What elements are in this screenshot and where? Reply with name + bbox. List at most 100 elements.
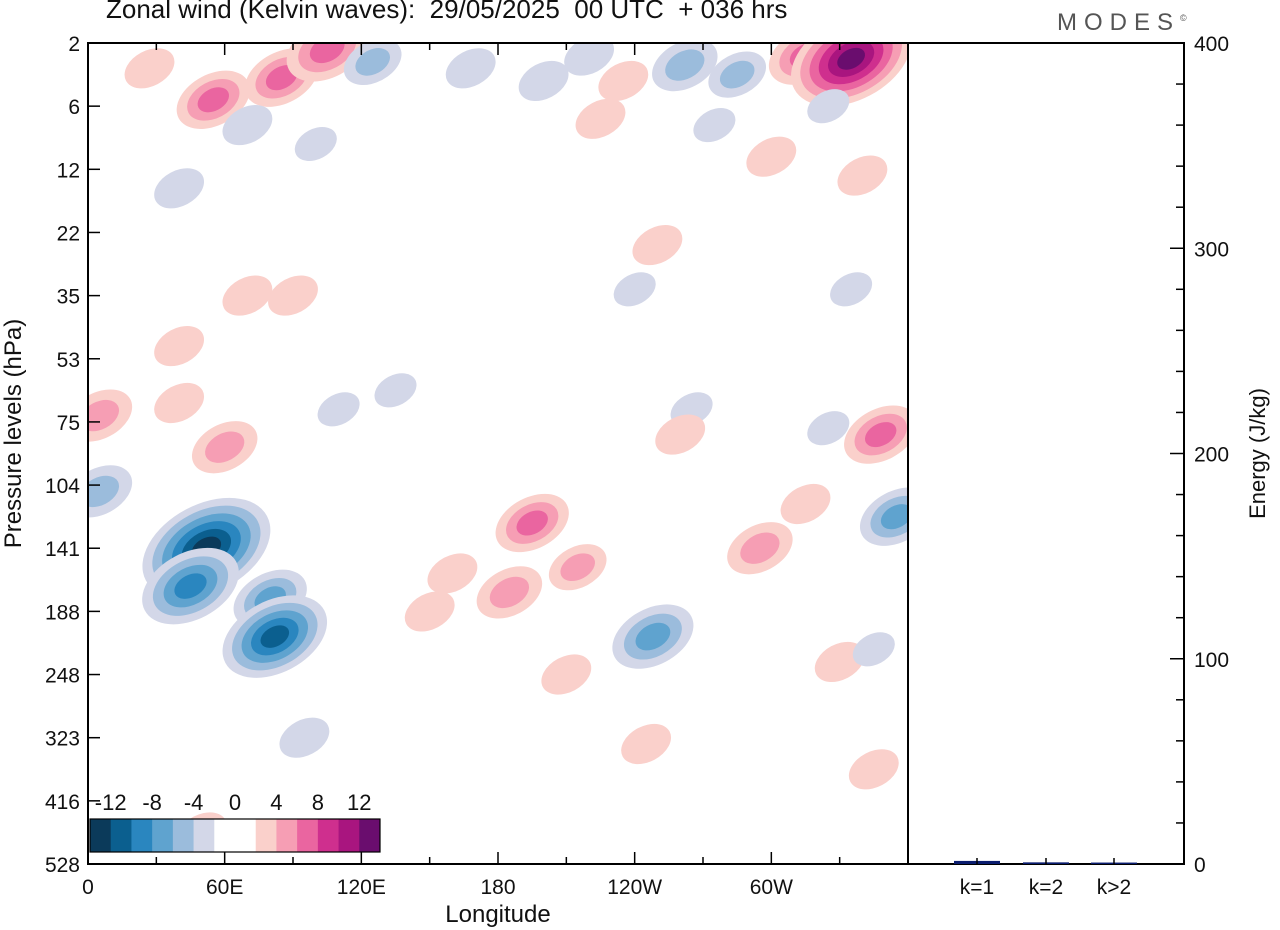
- colorbar-swatch-9: [276, 819, 298, 852]
- modes-logo: MODES©: [1057, 9, 1187, 36]
- wind-anomaly-blob-3: [309, 43, 345, 64]
- colorbar-label-4: 4: [270, 790, 282, 815]
- wind-anomaly-blob-31: [374, 373, 417, 408]
- wind-anomaly-blob-12: [665, 49, 705, 81]
- axes-layer: 0 60E 120E 180 120W 60W Longitude 2 6 12 22 35 53 75 1…: [0, 33, 909, 928]
- colorbar-label-3: 0: [229, 790, 241, 815]
- energy-bar-panel: 0 100 200 300 400 Energy (J/kg) k=1 k=2 k>2: [907, 33, 1270, 899]
- wind-anomaly-blob-52: [814, 641, 865, 682]
- wind-anomaly-blob-0: [124, 48, 175, 89]
- y-tick-label-6: 75: [57, 412, 80, 435]
- colorbar-swatch-5: [193, 819, 215, 852]
- colorbar-label-6: 12: [347, 790, 371, 815]
- x-tick-label-2: 120E: [337, 876, 386, 899]
- x-tick-label-5: 60W: [750, 876, 793, 899]
- wind-anomaly-blob-48: [635, 622, 671, 651]
- y-tick-label-1: 6: [68, 96, 80, 119]
- energy-axis-label: Energy (J/kg): [1245, 388, 1270, 519]
- wind-anomaly-blob-50: [780, 483, 831, 525]
- wind-anomaly-blob-17: [807, 89, 850, 124]
- wind-anomaly-blob-2: [265, 65, 298, 91]
- bar-label-2: k>2: [1097, 876, 1131, 899]
- bar-label-1: k=2: [1029, 876, 1063, 899]
- colorbar-swatch-2: [131, 819, 153, 852]
- colorbar-swatch-7: [235, 819, 257, 852]
- wind-anomaly-blob-44: [489, 576, 530, 609]
- colorbar-label-1: -8: [142, 790, 162, 815]
- colorbar-swatch-13: [359, 819, 381, 852]
- y-tick-label-5: 53: [57, 349, 80, 372]
- wind-anomaly-blob-19: [837, 155, 888, 196]
- wind-anomaly-blob-22: [613, 272, 656, 307]
- colorbar-label-2: -4: [184, 790, 204, 815]
- wind-anomaly-blob-16: [837, 47, 865, 70]
- wind-anomaly-blob-34: [807, 411, 850, 446]
- y-tick-label-3: 22: [57, 222, 80, 245]
- colorbar-swatch-10: [297, 819, 319, 852]
- chart-title: Zonal wind (Kelvin waves): 29/05/2025 00…: [106, 0, 788, 24]
- wind-anomaly-blob-23: [830, 272, 873, 307]
- wind-anomaly-blob-55: [848, 749, 899, 790]
- x-tick-label-0: 0: [82, 876, 94, 899]
- colorbar-swatch-4: [172, 819, 195, 852]
- colorbar-swatch-0: [90, 819, 112, 852]
- wind-anomaly-blob-24: [222, 275, 273, 316]
- colorbar-swatch-6: [214, 819, 236, 852]
- energy-tick-label-3: 300: [1194, 238, 1229, 261]
- y-tick-label-2: 12: [57, 159, 80, 182]
- wind-anomaly-blob-45: [516, 510, 548, 536]
- y-tick-label-10: 248: [45, 665, 80, 688]
- y-tick-label-12: 416: [45, 791, 80, 814]
- wind-anomaly-blob-20: [575, 98, 626, 139]
- wind-anomaly-blob-21: [632, 225, 683, 266]
- wind-anomaly-blob-46: [560, 553, 596, 582]
- wind-anomaly-blob-13: [693, 108, 736, 143]
- y-tick-label-0: 2: [68, 33, 80, 56]
- colorbar-swatch-8: [255, 819, 277, 852]
- wind-anomaly-blob-4: [222, 105, 273, 146]
- wind-anomaly-blob-49: [740, 532, 780, 564]
- wind-anomaly-blob-42: [404, 591, 455, 632]
- wind-anomaly-blob-8: [445, 48, 496, 89]
- colorbar-swatch-3: [152, 819, 174, 852]
- wind-anomaly-blob-6: [154, 168, 205, 209]
- wind-anomaly-blob-47: [541, 654, 592, 695]
- wind-anomaly-blob-9: [518, 60, 569, 101]
- colorbar: -12 -8 -4 0 4 8 12: [89, 790, 381, 853]
- y-tick-label-8: 141: [45, 538, 80, 561]
- x-axis-label: Longitude: [445, 901, 550, 928]
- wind-anomaly-blob-54: [621, 723, 672, 765]
- wind-anomaly-blob-53: [852, 632, 895, 667]
- wind-anomaly-blob-5: [294, 126, 337, 162]
- wind-anomaly-blob-10: [564, 43, 615, 76]
- wind-anomaly-blob-36: [88, 475, 120, 508]
- energy-tick-label-1: 100: [1194, 649, 1229, 672]
- y-tick-label-11: 323: [45, 728, 80, 751]
- x-tick-label-1: 60E: [206, 876, 243, 899]
- colorbar-swatch-12: [338, 819, 360, 852]
- y-axis-label: Pressure levels (hPa): [0, 319, 27, 548]
- colorbar-frame: [89, 818, 381, 853]
- colorbar-swatch-1: [110, 819, 132, 852]
- y-tick-label-9: 188: [45, 601, 80, 624]
- y-tick-label-7: 104: [45, 475, 80, 498]
- bar-panel-frame: [907, 42, 1185, 865]
- wind-anomaly-blob-41: [279, 717, 330, 758]
- wind-anomaly-blob-26: [154, 326, 205, 367]
- wind-anomaly-blob-35: [864, 422, 897, 448]
- wind-anomaly-blob-11: [598, 60, 649, 101]
- wind-anomaly-blob-40: [260, 625, 290, 648]
- wind-anomaly-blob-38: [174, 573, 207, 599]
- wind-anomaly-blob-7: [355, 48, 391, 76]
- energy-tick-label-4: 400: [1194, 33, 1229, 56]
- wind-anomaly-blob-25: [268, 275, 318, 316]
- colorbar-label-0: -12: [95, 790, 127, 815]
- colorbar-swatch-11: [317, 819, 340, 852]
- x-tick-label-3: 180: [480, 876, 515, 899]
- wind-anomaly-blob-51: [880, 504, 908, 530]
- wind-anomaly-blob-30: [317, 392, 360, 427]
- wind-anomaly-blob-18: [746, 136, 797, 177]
- wind-anomaly-blob-27: [88, 399, 120, 432]
- logo-text: MODES: [1057, 9, 1181, 36]
